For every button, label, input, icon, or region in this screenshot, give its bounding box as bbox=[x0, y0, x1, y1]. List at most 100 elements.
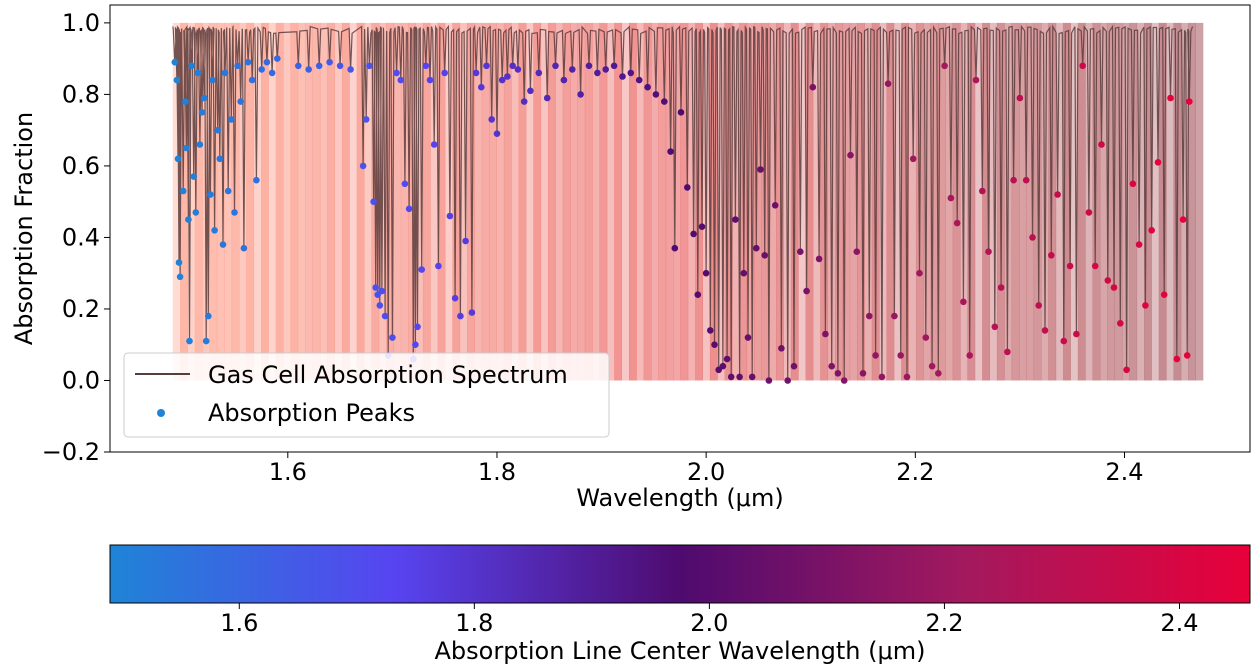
shading-band bbox=[636, 22, 645, 381]
shading-band bbox=[577, 22, 586, 381]
absorption-peak-point bbox=[1004, 348, 1011, 356]
absorption-peak-point bbox=[966, 352, 973, 359]
absorption-peak-point bbox=[784, 377, 791, 384]
absorption-peak-point bbox=[1041, 327, 1049, 334]
shading-band bbox=[893, 22, 902, 381]
absorption-peak-point bbox=[661, 98, 668, 105]
absorption-peak-point bbox=[198, 109, 206, 116]
shading-band bbox=[643, 22, 652, 381]
shading-band bbox=[1107, 22, 1116, 381]
colorbar-ticks: 1.6 1.8 2.0 2.2 2.4 bbox=[220, 603, 1199, 637]
absorption-peak-point bbox=[560, 76, 568, 84]
colorbar: 1.6 1.8 2.0 2.2 2.4 Absorption Line Center W… bbox=[109, 544, 1251, 665]
x-tick-label: 1.6 bbox=[269, 458, 307, 486]
absorption-peak-point bbox=[224, 187, 232, 195]
shading-band bbox=[857, 22, 865, 381]
absorption-peak-point bbox=[903, 373, 911, 381]
shading-band bbox=[982, 22, 990, 381]
absorption-peak-point bbox=[1098, 141, 1105, 148]
absorption-peak-point bbox=[179, 187, 187, 195]
absorption-peak-point bbox=[192, 209, 200, 216]
shading-band bbox=[1166, 22, 1174, 381]
legend-label-peaks: Absorption Peaks bbox=[208, 399, 415, 427]
shading-band bbox=[533, 22, 542, 381]
absorption-peak-point bbox=[175, 259, 183, 266]
absorption-peak-point bbox=[797, 248, 804, 255]
shading-band bbox=[393, 22, 402, 381]
absorption-peak-point bbox=[947, 194, 955, 202]
shading-band bbox=[974, 22, 983, 381]
absorption-peak-point bbox=[173, 76, 181, 84]
shading-band bbox=[1063, 22, 1071, 381]
absorption-peak-point bbox=[472, 69, 480, 77]
shading-band bbox=[511, 22, 519, 381]
shading-band bbox=[283, 22, 291, 381]
shading-band bbox=[415, 22, 424, 381]
absorption-peak-point bbox=[859, 370, 867, 377]
shading-band bbox=[1144, 22, 1152, 381]
absorption-peak-point bbox=[677, 109, 685, 116]
shading-band bbox=[989, 22, 998, 381]
absorption-peak-point bbox=[274, 55, 281, 62]
absorption-peak-point bbox=[1029, 234, 1036, 241]
absorption-peak-point bbox=[200, 94, 208, 102]
absorption-peak-point bbox=[228, 116, 235, 123]
absorption-peak-point bbox=[174, 155, 182, 163]
shading-band bbox=[430, 22, 439, 381]
absorption-peak-point bbox=[359, 162, 367, 170]
absorption-peak-point bbox=[577, 91, 584, 98]
shading-band bbox=[930, 22, 939, 381]
shading-band bbox=[1099, 22, 1108, 381]
absorption-peak-point bbox=[305, 66, 313, 73]
shading-band bbox=[268, 22, 277, 381]
absorption-peak-point bbox=[635, 76, 643, 84]
main-plot: 1.6 1.8 2.0 2.2 2.4 −0.2 0.0 0.2 0.4 0.6 0.8 1.0 W… bbox=[10, 4, 1251, 512]
shading-band bbox=[548, 22, 556, 381]
absorption-peak-point bbox=[891, 312, 898, 320]
shading-band bbox=[1114, 22, 1123, 381]
absorption-peak-point bbox=[422, 62, 430, 70]
absorption-peak-point bbox=[1073, 330, 1080, 338]
absorption-peak-point bbox=[185, 216, 192, 223]
absorption-peak-point bbox=[451, 294, 459, 302]
absorption-peak-point bbox=[935, 370, 942, 377]
shading-band bbox=[349, 22, 358, 381]
shading-band bbox=[540, 22, 549, 381]
shading-band bbox=[180, 22, 188, 381]
absorption-peak-point bbox=[834, 370, 842, 377]
shading-band bbox=[341, 22, 350, 381]
absorption-peak-point bbox=[1060, 337, 1068, 345]
shading-band bbox=[261, 22, 269, 381]
absorption-peak-point bbox=[1079, 62, 1086, 70]
absorption-peak-point bbox=[1035, 302, 1042, 309]
absorption-peak-point bbox=[594, 69, 601, 77]
absorption-peak-point bbox=[707, 327, 714, 334]
absorption-peak-point bbox=[1148, 227, 1155, 234]
absorption-peak-point bbox=[997, 284, 1005, 291]
absorption-peak-point bbox=[1091, 262, 1099, 270]
x-tick-label: 2.2 bbox=[896, 458, 934, 486]
absorption-peak-point bbox=[748, 373, 756, 381]
absorption-peak-point bbox=[336, 62, 344, 70]
shading-band bbox=[503, 22, 512, 381]
absorption-peak-point bbox=[552, 62, 559, 70]
absorption-peak-point bbox=[347, 66, 354, 73]
shading-band bbox=[1129, 22, 1138, 381]
absorption-peak-point bbox=[509, 62, 516, 70]
absorption-peak-point bbox=[441, 69, 449, 77]
x-axis-label: Wavelength (μm) bbox=[576, 484, 783, 512]
absorption-peak-point bbox=[209, 76, 216, 84]
absorption-peak-point bbox=[878, 373, 886, 381]
y-tick-label: 0.2 bbox=[62, 295, 100, 323]
absorption-peak-point bbox=[1110, 284, 1118, 291]
absorption-peak-point bbox=[941, 62, 948, 70]
absorption-peak-point bbox=[1183, 352, 1191, 359]
colorbar-label: Absorption Line Center Wavelength (μm) bbox=[435, 637, 926, 665]
absorption-peak-point bbox=[535, 69, 543, 77]
absorption-peak-point bbox=[744, 334, 752, 341]
absorption-peak-point bbox=[381, 312, 389, 320]
shading-band bbox=[606, 22, 615, 381]
shading-band bbox=[1070, 22, 1079, 381]
shading-band bbox=[327, 22, 336, 381]
absorption-peak-point bbox=[740, 269, 748, 277]
